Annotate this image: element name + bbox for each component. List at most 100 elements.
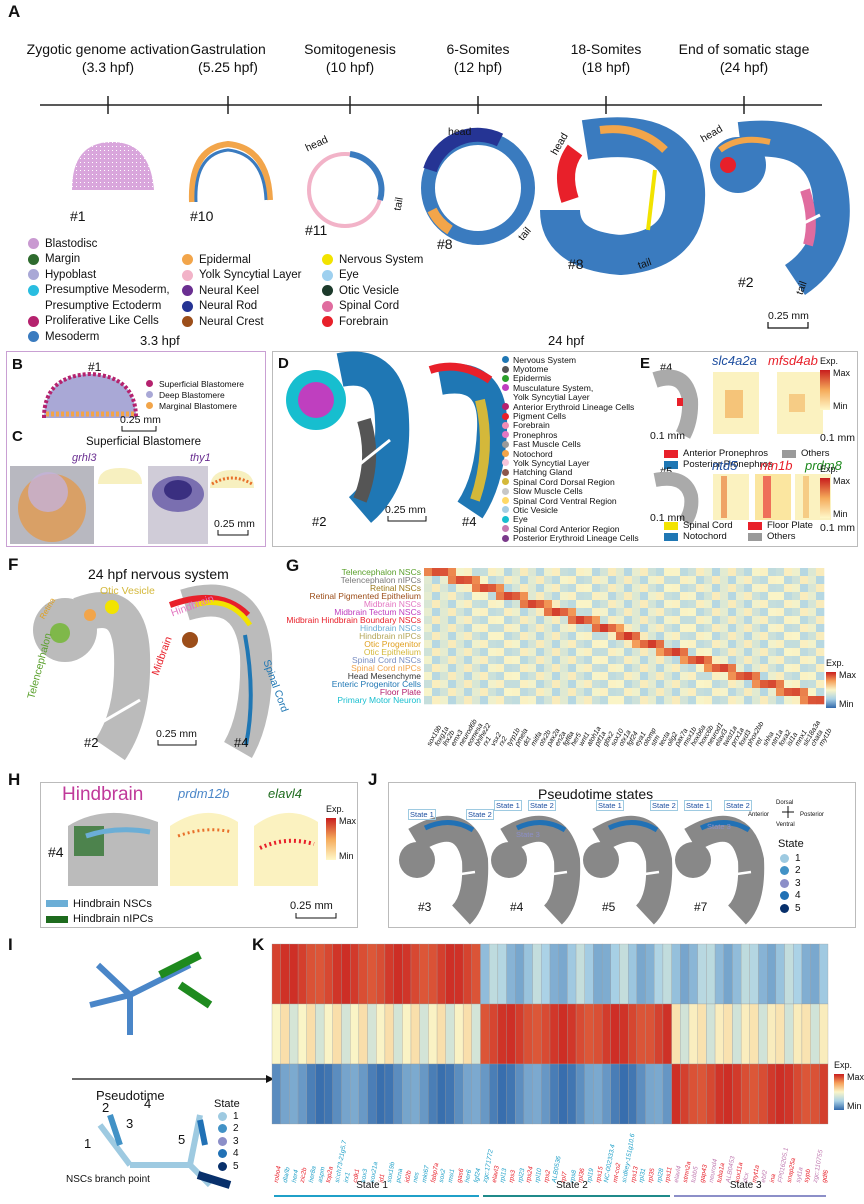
heatmap-cell bbox=[560, 680, 569, 689]
legend-label: Hindbrain nIPCs bbox=[73, 913, 154, 926]
panel-i-trajectories bbox=[72, 951, 274, 1189]
legend-item: Spinal Cord bbox=[664, 520, 748, 531]
heatmap-cell bbox=[592, 688, 601, 697]
heatmap-cell bbox=[723, 1063, 733, 1125]
heatmap-cell bbox=[768, 696, 777, 705]
heatmap-cell bbox=[768, 576, 777, 585]
legend-label: Blastodisc bbox=[45, 237, 98, 250]
heatmap-cell bbox=[680, 576, 689, 585]
heatmap-cell bbox=[592, 568, 601, 577]
heatmap-row-label: Spinal Cord NSCs bbox=[352, 654, 421, 665]
heatmap-cell bbox=[728, 640, 737, 649]
heatmap-cell bbox=[736, 696, 745, 705]
heatmap-cell bbox=[544, 632, 553, 641]
heatmap-cell bbox=[752, 576, 761, 585]
gene-slc4a2a: slc4a2a bbox=[712, 353, 757, 368]
legend-label: 1 bbox=[233, 1110, 239, 1122]
gene-mfsd4ab: mfsd4ab bbox=[768, 353, 818, 368]
heatmap-cell bbox=[696, 576, 705, 585]
heatmap-cell bbox=[472, 696, 481, 705]
heatmap-cell bbox=[536, 648, 545, 657]
panel-bc-box bbox=[6, 351, 266, 547]
heatmap-cell bbox=[576, 648, 585, 657]
legend-label: Pronephros bbox=[513, 429, 558, 440]
heatmap-cell bbox=[432, 592, 441, 601]
heatmap-cell bbox=[520, 664, 529, 673]
legend-label: Posterior Pronephros bbox=[683, 459, 773, 470]
heatmap-cell bbox=[456, 656, 465, 665]
heatmap-cell bbox=[616, 616, 625, 625]
legend-swatch bbox=[46, 900, 68, 908]
heatmap-cell bbox=[488, 672, 497, 681]
heatmap-cell bbox=[496, 672, 505, 681]
heatmap-cell bbox=[792, 608, 801, 617]
legend-swatch bbox=[780, 866, 789, 876]
heatmap-cell bbox=[656, 576, 665, 585]
heatmap-cell bbox=[528, 696, 537, 705]
heatmap-cell bbox=[816, 688, 825, 697]
heatmap-cell bbox=[632, 632, 641, 641]
pseudotime-embryo bbox=[592, 815, 673, 925]
heatmap-cell bbox=[448, 584, 457, 593]
heatmap-cell bbox=[696, 648, 705, 657]
heatmap-cell bbox=[584, 576, 593, 585]
heatmap-cell bbox=[664, 576, 673, 585]
heatmap-cell bbox=[792, 640, 801, 649]
heatmap-cell bbox=[680, 608, 689, 617]
heatmap-cell bbox=[432, 568, 441, 577]
heatmap-cell bbox=[696, 640, 705, 649]
heatmap-cell bbox=[800, 696, 809, 705]
heatmap-cell bbox=[640, 608, 649, 617]
heatmap-cell bbox=[776, 696, 785, 705]
heatmap-cell bbox=[592, 648, 601, 657]
tail-label-1: tail bbox=[391, 196, 406, 212]
heatmap-cell bbox=[448, 672, 457, 681]
heatmap-cell bbox=[552, 584, 561, 593]
legend-swatch bbox=[502, 450, 509, 458]
heatmap-cell bbox=[672, 632, 681, 641]
heatmap-cell bbox=[768, 592, 777, 601]
stage-time: (24 hpf) bbox=[719, 59, 769, 75]
heatmap-cell bbox=[816, 632, 825, 641]
pseudotime-embryo bbox=[684, 815, 765, 925]
heatmap-cell bbox=[341, 1003, 351, 1065]
heatmap-cell bbox=[471, 1003, 481, 1065]
heatmap-cell bbox=[567, 1003, 577, 1065]
heatmap-cell bbox=[704, 664, 713, 673]
heatmap-cell bbox=[616, 600, 625, 609]
heatmap-cell bbox=[552, 656, 561, 665]
heatmap-cell bbox=[768, 632, 777, 641]
heatmap-cell bbox=[704, 576, 713, 585]
heatmap-cell bbox=[816, 616, 825, 625]
heatmap-cell bbox=[696, 624, 705, 633]
legend-item: 1 bbox=[218, 1110, 239, 1123]
legend-swatch bbox=[502, 384, 509, 392]
heatmap-cell bbox=[714, 1063, 724, 1125]
heatmap-cell bbox=[736, 600, 745, 609]
heatmap-cell bbox=[656, 608, 665, 617]
heatmap-cell bbox=[740, 1063, 750, 1125]
legend-item: Epidermis bbox=[502, 373, 639, 383]
heatmap-cell bbox=[512, 568, 521, 577]
heatmap-cell bbox=[515, 1003, 525, 1065]
legend-item: 5 bbox=[780, 902, 801, 915]
panel-h-box bbox=[40, 782, 358, 928]
heatmap-cell bbox=[504, 672, 513, 681]
heatmap-cell bbox=[560, 576, 569, 585]
heatmap-cell bbox=[816, 640, 825, 649]
heatmap-cell bbox=[601, 943, 611, 1005]
heatmap-cell bbox=[632, 584, 641, 593]
heatmap-cell bbox=[464, 608, 473, 617]
heatmap-cell bbox=[672, 648, 681, 657]
heatmap-cell bbox=[656, 680, 665, 689]
legend-label: 1 bbox=[795, 852, 801, 864]
legend-d: Nervous System Myotome Epidermis Musculatur… bbox=[502, 355, 639, 543]
heatmap-cell bbox=[704, 592, 713, 601]
legend-swatch bbox=[182, 300, 193, 312]
legend-label: Neural Keel bbox=[199, 284, 260, 297]
heatmap-cell bbox=[792, 624, 801, 633]
heatmap-cell bbox=[592, 640, 601, 649]
heatmap-cell bbox=[424, 584, 433, 593]
stage-header: 6-Somites (12 hpf) bbox=[388, 40, 568, 76]
heatmap-cell bbox=[664, 584, 673, 593]
